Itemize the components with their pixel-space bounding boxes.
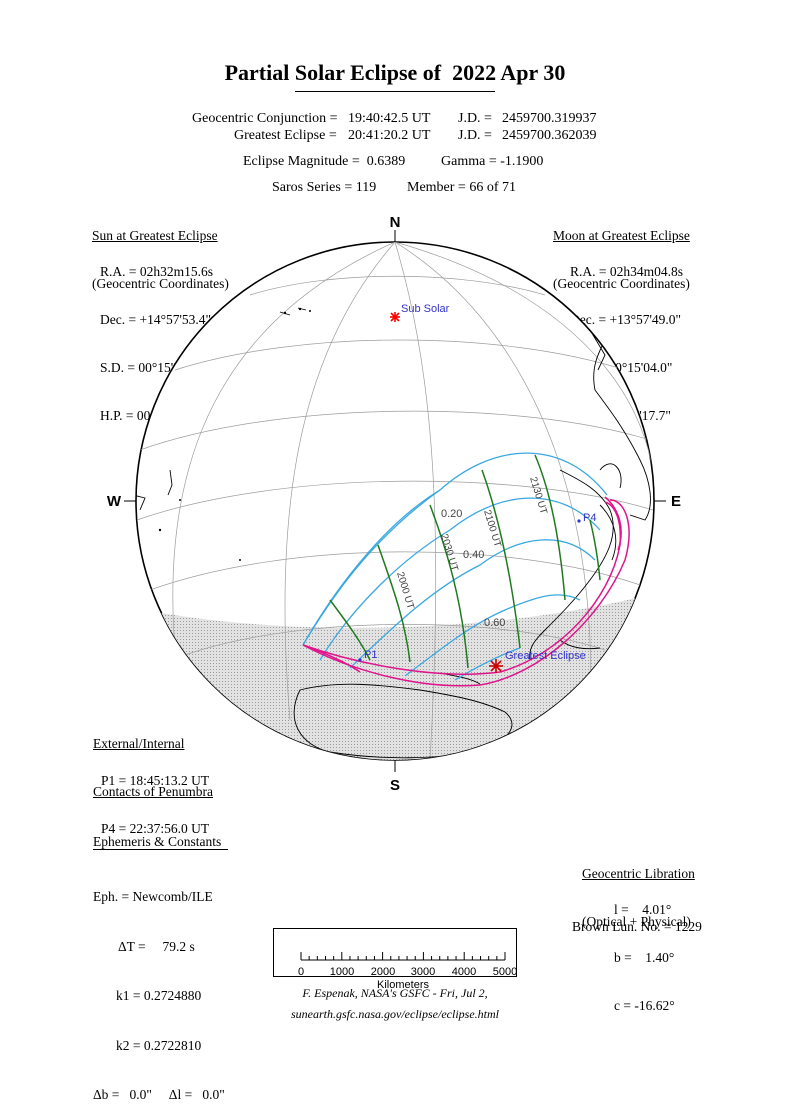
gamma: Gamma = -1.1900: [441, 154, 544, 169]
scale-label-1000: 1000: [330, 966, 354, 978]
scale-ticks: [300, 952, 506, 960]
greatest-eclipse-label: Greatest Eclipse =: [234, 128, 337, 143]
islands: [158, 307, 311, 561]
magnitude-label-060: 0.60: [484, 617, 505, 629]
time-curve-2030: [429, 504, 469, 669]
libration-heading: Geocentric Libration: [582, 866, 695, 881]
contacts-values: P1 = 18:45:13.2 UT P4 = 22:37:56.0 UT: [101, 741, 209, 853]
moon-heading: Moon at Greatest Eclipse: [553, 228, 690, 243]
sun-block: Sun at Greatest Eclipse (Geocentric Coor…: [92, 196, 229, 308]
sun-ra: R.A. = 02h32m15.6s: [100, 264, 213, 279]
sub-solar-label: Sub Solar: [401, 303, 450, 315]
ephemeris-k1: k1 = 0.2724880: [116, 988, 202, 1003]
scale-unit: Kilometers: [377, 979, 429, 991]
greatest-eclipse-time: 20:41:20.2 UT: [348, 128, 431, 143]
p1-label: P1: [364, 649, 377, 661]
libration-b: b = 1.40°: [614, 950, 675, 965]
page-title: Partial Solar Eclipse of 2022 Apr 30: [224, 60, 566, 85]
scale-label-4000: 4000: [452, 966, 476, 978]
scale-label-3000: 3000: [411, 966, 435, 978]
magnitude-curves: [302, 452, 608, 681]
greatest-eclipse-marker: [489, 659, 503, 673]
compass-east: E: [671, 493, 681, 510]
conjunction-jd: 2459700.319937: [502, 111, 597, 126]
magnitude-curve-040: [349, 539, 596, 669]
contacts-heading-1: External/Internal: [93, 736, 185, 751]
scale-label-2000: 2000: [371, 966, 395, 978]
p1-point: [358, 658, 362, 662]
ephemeris-underline: [93, 849, 228, 850]
compass-west: W: [107, 493, 122, 510]
moon-ra: R.A. = 02h34m04.8s: [570, 264, 683, 279]
brown-lunation: Brown Lun. No. = 1229: [572, 919, 702, 934]
graticule: [136, 242, 654, 760]
eclipse-magnitude: Eclipse Magnitude = 0.6389: [243, 154, 406, 169]
magnitude-label-020: 0.20: [441, 508, 462, 520]
compass-south: S: [390, 777, 400, 794]
libration-c: c = -16.62°: [614, 998, 675, 1013]
scale-label-5000: 5000: [493, 966, 517, 978]
conjunction-label: Geocentric Conjunction =: [192, 111, 338, 126]
contact-p4: P4 = 22:37:56.0 UT: [101, 821, 210, 836]
sun-dec: Dec. = +14°57'53.4": [100, 312, 212, 327]
sub-solar-marker: [390, 312, 400, 322]
eclipse-globe-map: N S W E Sub Solar Greatest Eclipse P1 P4…: [107, 214, 681, 794]
contact-p1: P1 = 18:45:13.2 UT: [101, 773, 210, 788]
moon-subheading: (Geocentric Coordinates): [553, 276, 690, 291]
time-curve-2000: [377, 544, 411, 663]
southern-limit: [302, 499, 630, 687]
scale-label-0: 0: [298, 966, 304, 978]
penumbral-limits: [302, 496, 630, 687]
ephemeris-delta-t: ΔT = 79.2 s: [118, 938, 195, 954]
saros-series: Saros Series = 119: [272, 180, 377, 195]
libration-subheading: (Optical + Physical): [582, 914, 691, 929]
libration-block: Geocentric Libration (Optical + Physical…: [582, 834, 695, 946]
time-curve-2130: [534, 454, 566, 601]
ephemeris-k2: k2 = 0.2722810: [116, 1037, 202, 1053]
credit-line-2: sunearth.gsfc.nasa.gov/eclipse/eclipse.h…: [291, 1007, 499, 1021]
magnitude-curve-020: [319, 497, 601, 661]
magnitude-curve-060: [404, 594, 581, 677]
time-curves: [329, 454, 601, 669]
contacts-block: External/Internal Contacts of Penumbra: [93, 704, 213, 816]
conjunction-time: 19:40:42.5 UT: [348, 111, 431, 126]
greatest-jd-label: J.D. =: [458, 128, 492, 143]
contacts-heading-2: Contacts of Penumbra: [93, 784, 213, 799]
p4-point: [577, 519, 581, 523]
scale-box: 0 1000 2000 3000 4000 5000 Kilometers: [273, 928, 517, 991]
sun-heading: Sun at Greatest Eclipse: [92, 228, 218, 243]
p4-label: P4: [583, 512, 596, 524]
ephemeris-delta-b-l: Δb = 0.0" Δl = 0.0": [93, 1087, 225, 1102]
time-curve-2100: [481, 469, 521, 649]
credit-line-1: F. Espenak, NASA's GSFC - Fri, Jul 2,: [302, 986, 488, 1000]
conjunction-jd-label: J.D. =: [458, 111, 492, 126]
magnitude-label-040: 0.40: [463, 549, 484, 561]
ephemeris-eph: Eph. = Newcomb/ILE: [93, 889, 213, 904]
libration-l: l = 4.01°: [614, 902, 672, 917]
greatest-eclipse-label: Greatest Eclipse: [505, 650, 586, 662]
scale-bar: 0 1000 2000 3000 4000 5000 Kilometers: [298, 952, 517, 991]
compass-north: N: [390, 214, 401, 231]
sun-subheading: (Geocentric Coordinates): [92, 276, 229, 291]
greatest-jd: 2459700.362039: [502, 128, 597, 143]
moon-block: Moon at Greatest Eclipse (Geocentric Coo…: [553, 196, 690, 308]
title-underline: [295, 91, 495, 92]
libration-values: l = 4.01° b = 1.40° c = -16.62°: [614, 870, 675, 1030]
time-curve-1930: [329, 599, 371, 661]
saros-member: Member = 66 of 71: [407, 180, 516, 195]
ephemeris-heading: Ephemeris & Constants: [93, 834, 222, 849]
